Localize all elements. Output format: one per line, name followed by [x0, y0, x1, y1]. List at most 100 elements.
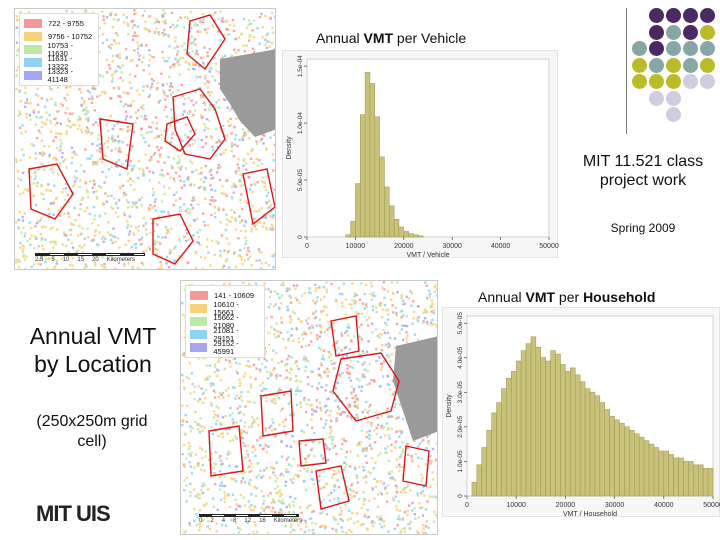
grid-cell — [213, 253, 216, 257]
grid-cell — [264, 427, 267, 430]
grid-cell — [210, 196, 214, 199]
histogram-bar — [374, 116, 380, 238]
grid-cell — [270, 509, 273, 513]
grid-cell — [95, 255, 98, 258]
grid-cell — [406, 334, 409, 337]
grid-cell — [161, 14, 164, 17]
grid-cell — [278, 500, 282, 503]
grid-cell — [378, 385, 381, 388]
grid-cell — [335, 300, 338, 303]
grid-cell — [365, 305, 368, 308]
grid-cell — [59, 214, 62, 217]
grid-cell — [275, 374, 278, 378]
grid-cell — [341, 442, 344, 446]
grid-cell — [248, 137, 251, 140]
grid-cell — [398, 469, 401, 472]
grid-cell — [284, 433, 288, 436]
grid-cell — [120, 71, 123, 74]
grid-cell — [394, 402, 397, 406]
grid-cell — [264, 366, 267, 369]
grid-cell — [345, 346, 348, 349]
grid-cell — [254, 377, 257, 381]
grid-cell — [258, 209, 261, 212]
grid-cell — [253, 225, 256, 228]
grid-cell — [107, 136, 111, 140]
grid-cell — [206, 127, 210, 130]
grid-cell — [380, 366, 384, 369]
grid-cell — [187, 441, 191, 445]
grid-cell — [348, 348, 352, 351]
grid-cell — [121, 79, 125, 82]
decorative-dot — [666, 8, 681, 23]
grid-cell — [230, 149, 233, 153]
grid-cell — [110, 80, 114, 83]
grid-cell — [373, 294, 376, 298]
grid-cell — [47, 145, 51, 148]
grid-cell — [204, 389, 208, 392]
grid-cell — [178, 240, 182, 243]
grid-cell — [381, 308, 385, 311]
grid-cell — [194, 494, 198, 498]
grid-cell — [169, 93, 173, 96]
grid-cell — [240, 431, 243, 434]
grid-cell — [111, 135, 114, 138]
grid-cell — [359, 440, 363, 444]
grid-cell — [214, 11, 217, 14]
grid-cell — [355, 311, 358, 314]
grid-cell — [310, 324, 314, 327]
grid-cell — [48, 113, 51, 117]
grid-cell — [148, 53, 151, 57]
grid-cell — [294, 375, 298, 378]
grid-cell — [236, 407, 239, 410]
grid-cell — [379, 491, 382, 494]
grid-cell — [295, 327, 298, 330]
grid-cell — [156, 86, 159, 90]
y-tick-label: 2.0e-05 — [457, 415, 464, 437]
grid-cell — [272, 265, 275, 269]
grid-cell — [393, 527, 396, 531]
grid-cell — [132, 180, 135, 183]
grid-cell — [376, 334, 380, 338]
grid-cell — [101, 10, 104, 13]
grid-cell — [289, 400, 292, 403]
grid-cell — [213, 472, 216, 475]
legend-label: 29152 - 45991 — [213, 339, 239, 356]
grid-cell — [245, 449, 249, 453]
grid-cell — [209, 382, 213, 385]
grid-cell — [435, 324, 437, 327]
grid-cell — [324, 443, 327, 446]
grid-cell — [114, 211, 118, 214]
grid-cell — [383, 331, 387, 335]
grid-cell — [406, 513, 409, 517]
histogram-bar — [369, 83, 376, 238]
grid-cell — [265, 370, 268, 373]
grid-cell — [363, 292, 366, 296]
grid-cell — [293, 440, 296, 443]
grid-cell — [170, 116, 174, 120]
grid-cell — [382, 520, 386, 523]
grid-cell — [171, 132, 174, 136]
grid-cell — [386, 407, 389, 410]
grid-cell — [203, 46, 206, 49]
grid-cell — [264, 261, 267, 264]
grid-cell — [421, 440, 424, 443]
grid-cell — [76, 127, 80, 131]
grid-cell — [394, 306, 397, 309]
grid-cell — [323, 405, 326, 408]
grid-cell — [329, 419, 333, 423]
grid-cell — [410, 292, 414, 295]
grid-cell — [297, 475, 300, 478]
grid-cell — [226, 432, 229, 435]
grid-cell — [147, 131, 150, 134]
grid-cell — [161, 89, 165, 92]
grid-cell — [169, 176, 172, 179]
grid-cell — [252, 531, 255, 534]
grid-cell — [101, 41, 105, 44]
grid-cell — [179, 56, 182, 60]
grid-cell — [173, 99, 176, 102]
grid-cell — [202, 94, 205, 97]
grid-cell — [192, 234, 195, 237]
grid-cell — [317, 367, 320, 370]
grid-cell — [156, 160, 160, 163]
grid-cell — [318, 479, 321, 483]
